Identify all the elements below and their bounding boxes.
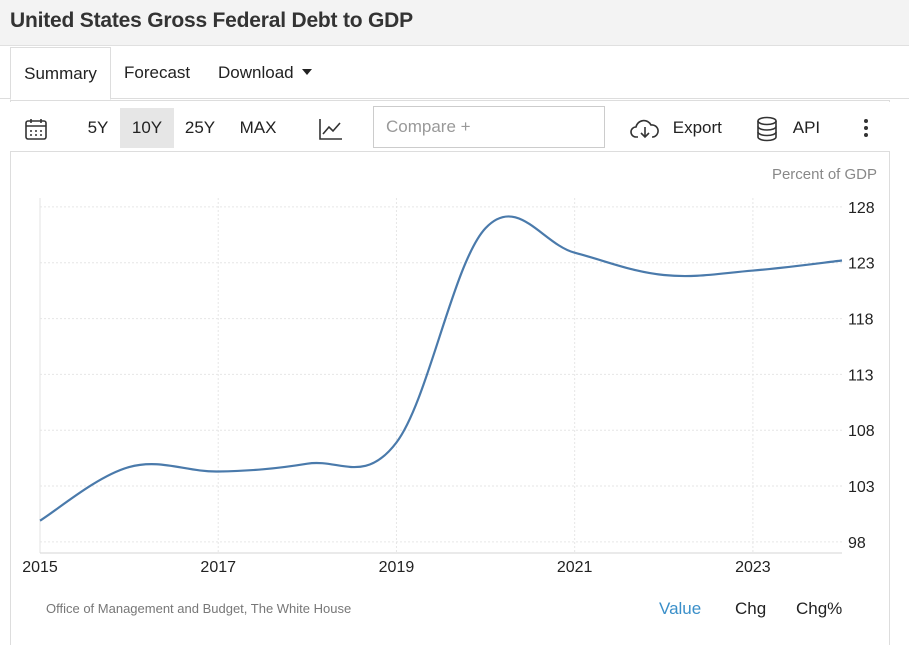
x-tick-label: 2015 [22,559,58,576]
range-25y-button[interactable]: 25Y [178,108,222,148]
y-tick-label: 113 [848,367,874,384]
chg-percent-tab[interactable]: Chg% [796,599,843,618]
source-text: Office of Management and Budget, The Whi… [46,601,352,616]
x-tick-label: 2017 [200,559,236,576]
x-tick-label: 2021 [557,559,593,576]
tab-forecast[interactable]: Forecast [124,47,190,99]
api-button[interactable]: API [756,108,826,148]
page-title: United States Gross Federal Debt to GDP [10,9,413,32]
tab-download-label: Download [218,63,294,82]
y-tick-label: 123 [848,256,875,273]
range-max-label: MAX [239,118,277,137]
range-5y-button[interactable]: 5Y [78,108,118,148]
calendar-icon[interactable] [22,108,50,148]
chart-toolbar: 5Y 10Y 25Y MAX Export API [10,102,890,152]
range-25y-label: 25Y [184,118,216,137]
range-10y-label: 10Y [131,118,163,137]
y-tick-label: 118 [848,312,874,329]
tab-forecast-label: Forecast [124,63,191,82]
cloud-download-icon [630,119,659,138]
database-icon [757,116,777,141]
x-tick-label: 2023 [735,559,771,576]
tab-summary-label: Summary [24,64,97,83]
range-max-button[interactable]: MAX [232,108,284,148]
more-vertical-icon[interactable] [864,119,868,140]
chg-tab[interactable]: Chg [735,599,767,618]
tab-download[interactable]: Download [218,47,312,99]
api-label: API [792,118,821,137]
y-tick-label: 128 [848,200,875,217]
chevron-down-icon [301,69,312,75]
export-button[interactable]: Export [630,108,728,148]
series-line [39,215,843,522]
range-10y-button[interactable]: 10Y [120,108,174,148]
title-bar: United States Gross Federal Debt to GDP [0,0,909,46]
y-tick-label: 108 [848,423,875,440]
value-tab[interactable]: Value [659,599,702,618]
unit-label: Percent of GDP [771,166,877,183]
tab-summary[interactable]: Summary [10,47,111,100]
x-tick-label: 2019 [379,559,415,576]
range-5y-label: 5Y [87,118,109,137]
export-label: Export [672,118,722,137]
line-chart-icon[interactable] [316,108,346,148]
compare-input[interactable] [373,106,605,148]
chart-panel [10,100,890,645]
y-tick-label: 103 [848,479,875,496]
tab-bar: Summary Forecast Download [0,47,909,100]
y-tick-label: 98 [848,535,866,552]
